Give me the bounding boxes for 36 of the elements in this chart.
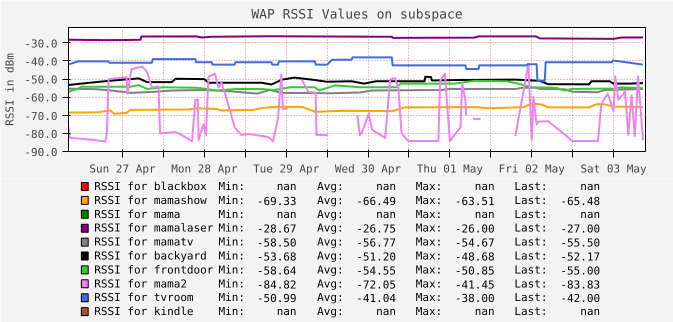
- legend-label: RSSI for tvroom: [94, 291, 194, 304]
- text: Min: -58.64 Avg: -54.55 Max: -50.85 Last: -55.00: [218, 263, 600, 278]
- text: Min: nan Avg: nan Max: nan Last: nan: [218, 305, 600, 318]
- legend-label: RSSI for backyard: [94, 250, 207, 262]
- text: Min: nan Avg: nan Max: nan Last: nan: [218, 208, 600, 221]
- x-tick-label: Sat 03 May: [580, 162, 648, 176]
- text: Min: -53.68 Avg: -51.20 Max: -48.68 Last: -52.17: [218, 250, 600, 264]
- legend-label: RSSI for mamatv: [94, 236, 194, 249]
- y-tick-label: -30.0: [24, 37, 58, 50]
- y-tick-label: -80.0: [24, 128, 58, 141]
- y-tick-label: -40.0: [24, 55, 58, 68]
- chart-title: WAP RSSI Values on subspace: [251, 8, 463, 22]
- text: Min: -69.33 Avg: -66.49 Max: -63.51 Last: -65.48: [218, 194, 600, 208]
- x-tick-label: Mon 28 Apr: [171, 162, 238, 176]
- legend-label: RSSI for mama: [94, 208, 180, 221]
- text: Min: -84.82 Avg: -72.05 Max: -41.45 Last: -83.83: [218, 277, 600, 292]
- text: Min: -58.50 Avg: -56.77 Max: -54.67 Last: -55.50: [218, 236, 600, 250]
- x-tick-label: Fri 02 May: [498, 162, 566, 176]
- y-tick-label: -90.0: [24, 146, 58, 159]
- text: Min: -28.67 Avg: -26.75 Max: -26.00 Last: -27.00: [218, 222, 600, 236]
- legend-label: RSSI for kindle: [94, 305, 194, 318]
- y-tick-label: -60.0: [24, 92, 58, 105]
- y-tick-label: -70.0: [24, 110, 58, 123]
- text: Min: -50.99 Avg: -41.04 Max: -38.00 Last: -42.00: [218, 291, 600, 306]
- legend-label: RSSI for mamashow: [94, 194, 208, 207]
- x-tick-label: Tue 29 Apr: [253, 162, 320, 176]
- x-tick-label: Wed 30 Apr: [334, 162, 402, 176]
- x-tick-label: Sun 27 Apr: [89, 162, 156, 176]
- legend-label: RSSI for frontdoor: [94, 263, 214, 276]
- y-axis-title: RSSI in dBm: [3, 52, 16, 126]
- text: Min: nan Avg: nan Max: nan Last: nan: [218, 180, 600, 193]
- legend-label: RSSI for mamalaser: [94, 222, 214, 235]
- legend-label: RSSI for blackbox: [94, 180, 208, 193]
- legend-label: RSSI for mama2: [94, 277, 187, 290]
- x-tick-label: Thu 01 May: [416, 162, 484, 176]
- y-tick-label: -50.0: [24, 74, 58, 87]
